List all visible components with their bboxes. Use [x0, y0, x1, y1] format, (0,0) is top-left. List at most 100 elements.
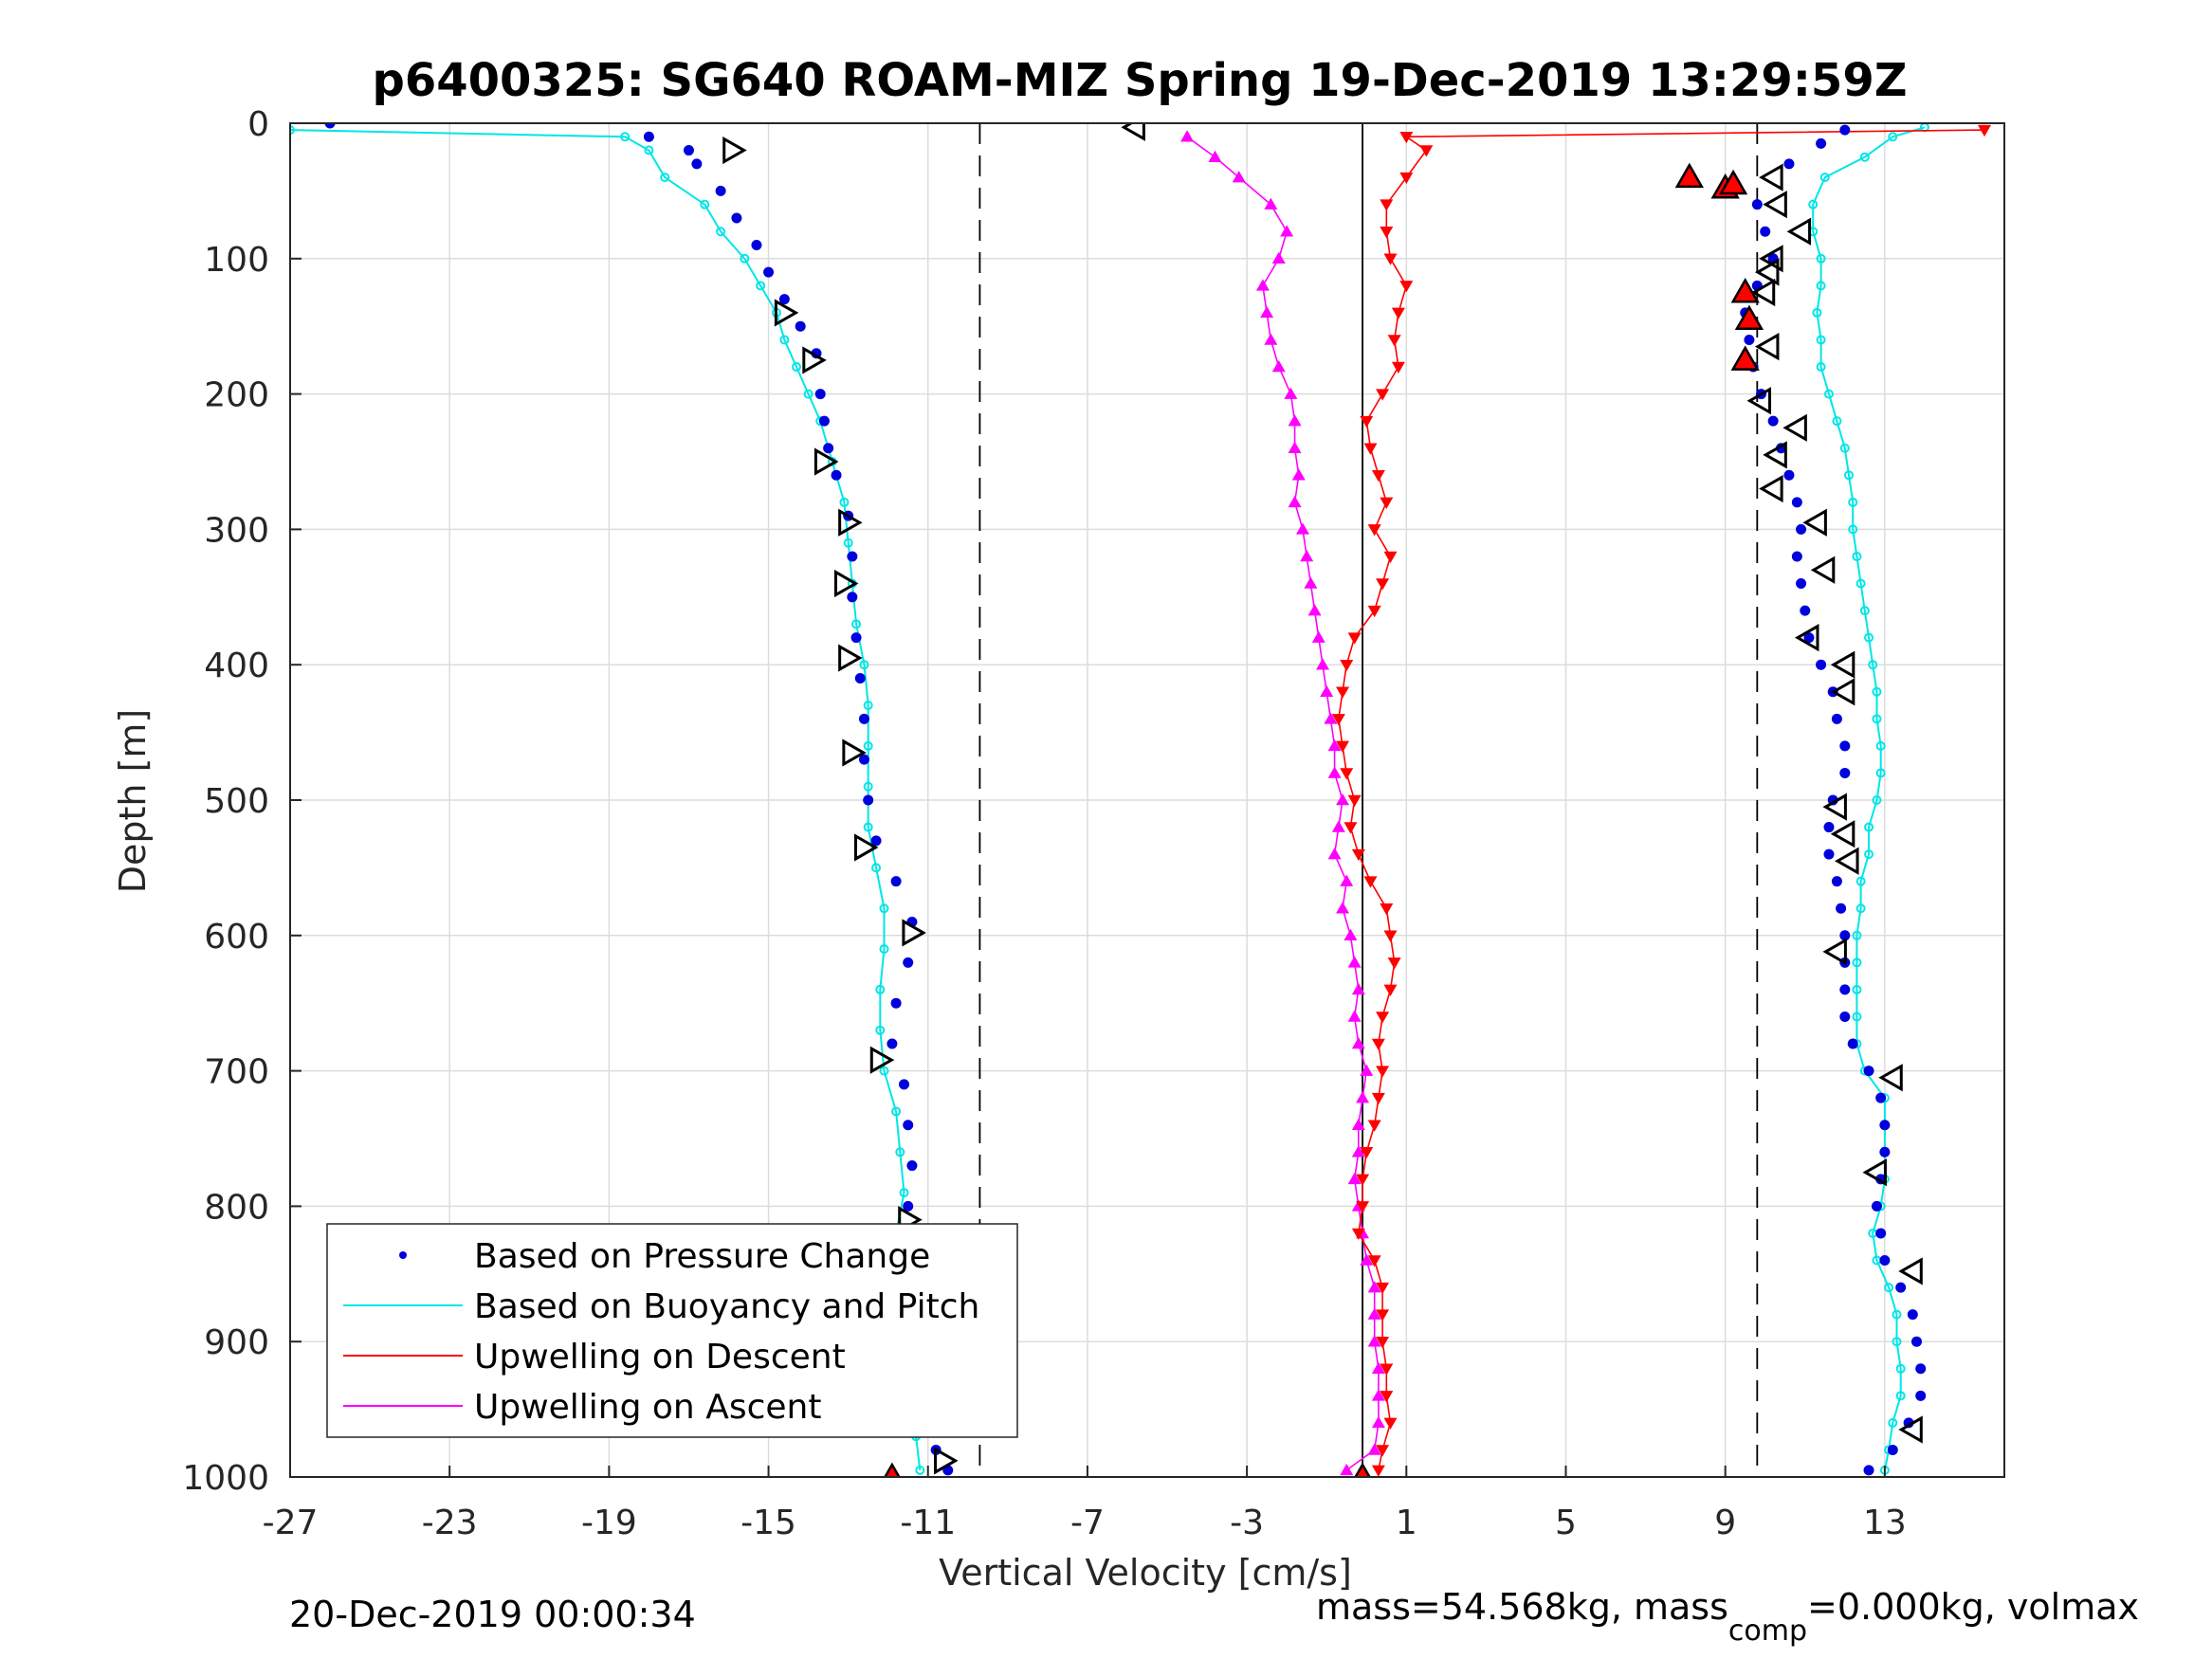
upwelling-ascent-marker: [1180, 130, 1195, 142]
buoyancy-pitch-point: [779, 335, 790, 345]
footer-mass-prefix: mass=54.568kg, mass: [1316, 1586, 1728, 1628]
buoyancy-pitch-point: [1808, 199, 1819, 210]
pressure-change-point: [1839, 930, 1851, 941]
x-axis-label: Vertical Velocity [cm/s]: [939, 1552, 1352, 1594]
pressure-change-point: [903, 957, 914, 968]
pressure-change-point: [1839, 124, 1851, 136]
pressure-change-point: [1839, 984, 1851, 995]
upwelling-ascent-marker: [1347, 1010, 1362, 1022]
upwelling-descent-marker: [1376, 389, 1390, 401]
buoyancy-pitch-point: [875, 984, 886, 994]
pressure-change-point: [731, 212, 742, 224]
buoyancy-pitch-point: [1819, 173, 1830, 183]
pressure-change-point: [858, 713, 869, 724]
y-tick-label: 600: [204, 918, 269, 957]
upwelling-ascent-marker: [1347, 1172, 1362, 1185]
buoyancy-pitch-point: [879, 903, 889, 914]
upwelling-ascent-marker: [1371, 1361, 1385, 1375]
upwelling-descent-marker: [1340, 768, 1354, 780]
upwelling-descent-marker: [1356, 1201, 1370, 1213]
pressure-change-point: [1871, 1200, 1882, 1212]
pressure-change-point: [1767, 415, 1779, 427]
upwelling-ascent-marker: [1288, 441, 1302, 453]
buoyancy-pitch-point: [915, 1465, 925, 1475]
buoyancy-pitch-point: [1848, 497, 1858, 507]
buoyancy-pitch-point: [1856, 876, 1866, 886]
ascent-state-marker: [1862, 1158, 1887, 1187]
pressure-change-point: [1839, 1011, 1851, 1022]
upwelling-ascent-marker: [1324, 712, 1338, 724]
buoyancy-pitch-point: [1816, 362, 1826, 373]
apogee-marker: [1730, 345, 1760, 371]
chart-title: p6400325: SG640 ROAM-MIZ Spring 19-Dec-2…: [372, 54, 1907, 107]
footer-mass-subscript: comp: [1728, 1614, 1807, 1648]
pressure-change-point: [847, 592, 858, 603]
upwelling-ascent-marker: [1271, 360, 1286, 373]
pressure-change-point: [795, 320, 806, 332]
pressure-change-point: [890, 997, 902, 1009]
upwelling-descent-marker: [1383, 1417, 1398, 1430]
buoyancy-pitch-point: [1872, 714, 1882, 724]
x-tick-label: -15: [740, 1504, 796, 1542]
buoyancy-pitch-point: [1832, 416, 1842, 427]
apogee-marker: [1674, 162, 1704, 189]
upwelling-ascent-marker: [1284, 387, 1298, 399]
upwelling-descent-marker: [1336, 740, 1350, 753]
x-tick-label: 9: [1714, 1504, 1736, 1542]
upwelling-ascent-marker: [1347, 956, 1362, 968]
upwelling-ascent-marker: [1327, 766, 1342, 778]
buoyancy-pitch-point: [644, 145, 654, 155]
upwelling-descent-marker: [1383, 930, 1398, 942]
upwelling-descent-marker: [1380, 1391, 1394, 1403]
upwelling-descent-marker: [1387, 335, 1401, 347]
buoyancy-pitch-point: [1852, 984, 1862, 994]
apogee-marker: [1718, 169, 1748, 195]
ascent-state-marker: [1754, 333, 1780, 361]
buoyancy-pitch-point: [1888, 132, 1898, 142]
upwelling-ascent-marker: [1288, 414, 1302, 427]
x-tick-label: 13: [1863, 1504, 1907, 1542]
pressure-change-point: [823, 443, 834, 454]
y-tick-label: 300: [204, 511, 269, 550]
pressure-change-point: [324, 123, 336, 129]
descent-state-marker: [833, 569, 859, 598]
descent-state-marker: [838, 508, 863, 537]
buoyancy-pitch-point: [1875, 740, 1886, 751]
upwelling-descent-marker: [1336, 686, 1350, 699]
y-tick-label: 700: [204, 1053, 269, 1092]
pressure-change-point: [1831, 876, 1842, 887]
pressure-change-point: [854, 672, 866, 684]
ascent-state-marker: [1830, 678, 1856, 706]
buoyancy-pitch-point: [620, 132, 631, 142]
buoyancy-pitch-point: [863, 740, 873, 751]
descent-state-marker: [814, 447, 839, 476]
x-tick-label: -7: [1070, 1504, 1105, 1542]
ascent-state-marker: [1898, 1415, 1923, 1444]
pressure-change-point: [870, 835, 882, 847]
upwelling-descent-marker: [1383, 551, 1398, 563]
ascent-state-marker: [1763, 191, 1787, 219]
upwelling-descent-marker: [1419, 145, 1434, 157]
upwelling-ascent-marker: [1295, 522, 1309, 535]
buoyancy-pitch-point: [1812, 307, 1822, 318]
upwelling-ascent-marker: [1351, 1037, 1365, 1049]
pressure-change-point: [1863, 1066, 1874, 1077]
buoyancy-pitch-point: [1864, 822, 1874, 832]
buoyancy-pitch-point: [1848, 524, 1858, 535]
pressure-change-point: [1863, 1465, 1874, 1476]
upwelling-ascent-marker: [1371, 1415, 1385, 1429]
buoyancy-pitch-point: [1852, 1012, 1862, 1022]
upwelling-descent-marker: [1376, 578, 1390, 591]
descent-state-marker: [722, 136, 747, 165]
buoyancy-pitch-point: [1839, 443, 1850, 453]
buoyancy-pitch-point: [851, 619, 862, 629]
upwelling-descent-marker: [1376, 1282, 1390, 1295]
pressure-change-point: [1836, 902, 1847, 914]
pressure-change-point: [850, 632, 862, 644]
upwelling-ascent-marker: [1360, 1064, 1374, 1076]
y-tick-label: 100: [204, 241, 269, 280]
upwelling-descent-marker: [1376, 1066, 1390, 1078]
ascent-state-marker: [1121, 123, 1145, 141]
upwelling-ascent-marker: [1331, 820, 1345, 832]
